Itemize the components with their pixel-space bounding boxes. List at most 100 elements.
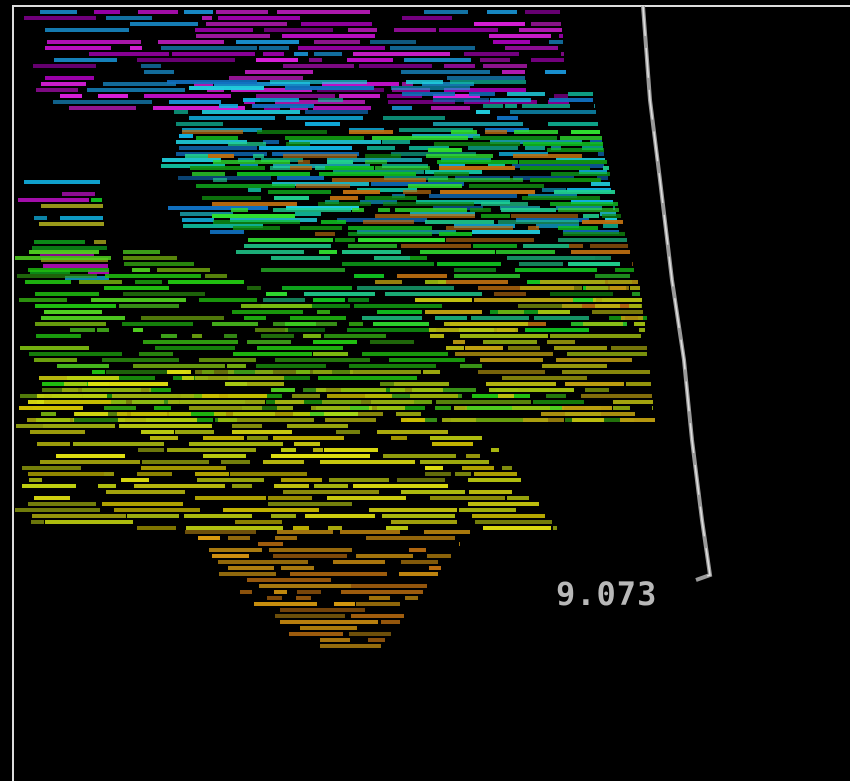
point-streak [615, 268, 634, 272]
point-streak [349, 130, 393, 134]
point-streak [247, 578, 331, 582]
point-streak [520, 286, 582, 290]
point-streak [15, 508, 100, 512]
point-streak [297, 590, 321, 594]
point-streak [161, 46, 257, 50]
point-streak [410, 394, 458, 398]
point-streak [497, 116, 518, 120]
viewport: 9.073 [0, 0, 850, 781]
point-streak [583, 214, 599, 218]
point-streak [316, 388, 386, 392]
point-streak [273, 436, 344, 440]
point-streak [507, 92, 545, 96]
point-streak [425, 472, 451, 476]
point-streak [432, 442, 473, 446]
point-streak [199, 358, 256, 362]
point-streak [155, 346, 235, 350]
point-streak [561, 52, 564, 56]
point-streak [319, 172, 416, 176]
point-streak [259, 46, 289, 50]
point-streak [256, 58, 298, 62]
point-streak [283, 64, 354, 68]
point-streak [182, 130, 243, 134]
point-streak [525, 328, 589, 332]
point-streak [591, 182, 610, 186]
point-streak [341, 590, 423, 594]
point-streak [139, 352, 173, 356]
point-streak [439, 28, 498, 32]
point-streak [143, 340, 238, 344]
point-streak [358, 238, 445, 242]
point-streak [356, 602, 400, 606]
point-streak [304, 292, 375, 296]
point-streak [611, 346, 647, 350]
point-streak [429, 566, 441, 570]
point-streak [274, 484, 309, 488]
point-streak [138, 448, 164, 452]
point-streak [446, 238, 534, 242]
point-streak [41, 412, 56, 416]
point-streak [425, 280, 446, 284]
point-streak [513, 154, 582, 158]
point-streak [359, 64, 432, 68]
point-streak [305, 122, 340, 126]
point-streak [190, 166, 265, 170]
point-streak [247, 340, 291, 344]
point-streak [32, 514, 126, 518]
point-streak [507, 496, 529, 500]
point-streak [538, 310, 570, 314]
point-streak [454, 406, 467, 410]
point-streak [315, 166, 325, 170]
point-streak [123, 292, 205, 296]
point-streak [25, 280, 71, 284]
point-streak [390, 388, 443, 392]
point-streak [347, 58, 393, 62]
point-streak [144, 94, 231, 98]
point-streak [375, 166, 430, 170]
point-streak [233, 226, 280, 230]
point-streak [157, 268, 210, 272]
point-streak [141, 466, 226, 470]
point-streak [212, 214, 295, 218]
point-streak [53, 100, 152, 104]
point-streak [626, 382, 651, 386]
point-streak [229, 76, 303, 80]
point-streak [294, 52, 308, 56]
point-streak [277, 406, 293, 410]
point-streak [31, 520, 44, 524]
point-streak [29, 250, 99, 254]
point-streak [490, 98, 531, 102]
point-streak [401, 490, 465, 494]
point-streak [351, 614, 404, 618]
point-streak [439, 166, 515, 170]
point-streak [167, 448, 256, 452]
point-streak [260, 98, 299, 102]
point-streak [474, 22, 525, 26]
point-streak [571, 250, 630, 254]
point-streak [582, 220, 623, 224]
point-streak [45, 46, 111, 50]
point-streak [594, 104, 595, 108]
point-streak [454, 274, 520, 278]
point-streak [351, 584, 427, 588]
point-streak [652, 406, 653, 410]
point-streak [621, 316, 643, 320]
point-streak [267, 596, 282, 600]
point-streak [24, 180, 100, 184]
point-streak [602, 214, 621, 218]
point-streak [426, 154, 493, 158]
point-streak [197, 478, 264, 482]
point-streak [309, 58, 322, 62]
point-streak [489, 34, 551, 38]
point-streak [402, 92, 455, 96]
point-streak [73, 418, 125, 422]
point-streak [401, 418, 425, 422]
point-streak [268, 502, 352, 506]
point-streak [568, 92, 593, 96]
point-streak [28, 268, 109, 272]
point-streak [502, 70, 525, 74]
point-streak [235, 520, 282, 524]
point-streak [97, 328, 109, 332]
point-streak [486, 382, 556, 386]
point-streak [195, 496, 266, 500]
